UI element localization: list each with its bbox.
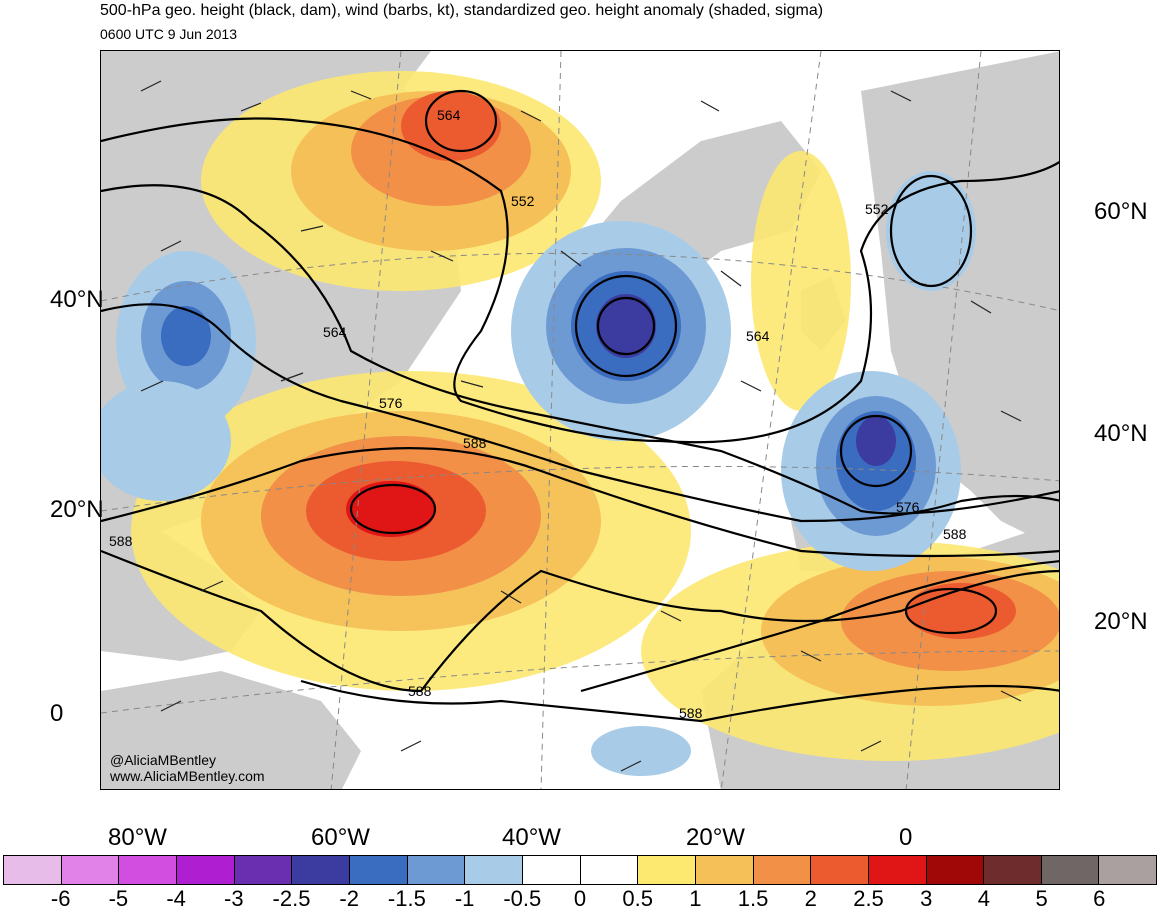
contour-labels: 564 552 564 576 588 588 564 552 576 588 … [109, 107, 967, 721]
colorbar-tick-label: -2 [339, 886, 359, 911]
colorbar-tick-label: -4 [166, 886, 186, 911]
colorbar-segment [926, 856, 985, 884]
colorbar-segment [234, 856, 293, 884]
colorbar-segment [1041, 856, 1100, 884]
colorbar-segment [61, 856, 120, 884]
map-panel[interactable]: 564 552 564 576 588 588 564 552 576 588 … [100, 50, 1060, 790]
anomaly-negative-scandinavia [886, 171, 976, 291]
lat-label-right: 40°N [1094, 420, 1148, 447]
contour-label: 552 [511, 193, 535, 209]
colorbar-segment [984, 856, 1042, 884]
anomaly-positive-uk [751, 151, 851, 411]
graticule [101, 51, 1059, 789]
map-canvas: 564 552 564 576 588 588 564 552 576 588 … [101, 51, 1059, 789]
colorbar-tick-label: 3 [920, 886, 933, 911]
colorbar-tick-label: 4 [977, 886, 991, 911]
colorbar-tick-label: 6 [1093, 886, 1106, 911]
colorbar-tick-label: -2.5 [272, 886, 311, 911]
colorbar-tick-label: 0 [573, 886, 587, 911]
colorbar-segment [868, 856, 927, 884]
colorbar-segment [695, 856, 754, 884]
colorbar-segment [119, 856, 177, 884]
lat-label-left: 0 [50, 700, 64, 727]
colorbar-tick-label: 5 [1035, 886, 1048, 911]
lon-label: 60°W [311, 824, 370, 851]
europe-land [861, 51, 1059, 550]
contour-label: 564 [746, 328, 770, 344]
colorbar-segment [292, 856, 350, 884]
contour-label: 588 [679, 705, 703, 721]
iceland-land [701, 161, 761, 196]
low-center-central-atlantic [574, 274, 678, 378]
low-center-iberia [839, 414, 913, 488]
colorbar-tick-label: 2.5 [853, 886, 884, 911]
colorbar-segment [407, 856, 466, 884]
high-center-central-atlantic [349, 483, 437, 535]
colorbar-segment [465, 856, 523, 884]
lat-label-left: 40°N [50, 286, 104, 313]
contour-label: 564 [323, 324, 347, 340]
colorbar-segment [811, 856, 869, 884]
contour-label: 564 [437, 107, 461, 123]
lon-label: 20°W [686, 824, 745, 851]
colorbar-segment [580, 856, 639, 884]
colorbar-tick-label: 1 [689, 886, 702, 911]
colorbar-tick-label: -1 [454, 886, 475, 911]
credit-handle: @AliciaMBentley [110, 752, 217, 768]
colorbar-segment [349, 856, 408, 884]
height-contours [101, 89, 1059, 723]
lon-label: 40°W [502, 824, 561, 851]
colorbar-tick-label: 1.5 [737, 886, 769, 911]
lon-label: 80°W [108, 824, 167, 851]
contour-label: 588 [109, 533, 133, 549]
contour-label: 576 [379, 395, 403, 411]
colorbar-segment [638, 856, 696, 884]
map-title: 500-hPa geo. height (black, dam), wind (… [100, 2, 824, 19]
lon-label: 0 [899, 824, 913, 851]
contour-label: 552 [865, 201, 889, 217]
contour-label: 588 [463, 435, 487, 451]
lat-label-right: 60°N [1094, 198, 1148, 225]
colorbar-tick-label: 0.5 [622, 886, 653, 911]
credit-website: www.AliciaMBentley.com [110, 768, 265, 784]
wind-barbs [140, 80, 1022, 772]
colorbar-tick-label: 2 [804, 886, 817, 911]
anomaly-negative-east-us [101, 381, 231, 501]
contour-label: 588 [408, 683, 432, 699]
colorbar-segment [4, 856, 62, 884]
anomaly-negative-equatorial [591, 726, 691, 776]
map-subtitle: 0600 UTC 9 Jun 2013 [100, 26, 237, 42]
colorbar-tick-label: -0.5 [503, 886, 542, 911]
south-america-land [101, 671, 361, 789]
colorbar-tick-label: -5 [108, 886, 129, 911]
colorbar-segment [176, 856, 235, 884]
contour-label: 576 [896, 499, 920, 515]
colorbar-tick-label: -1.5 [387, 886, 426, 911]
colorbar [3, 855, 1157, 885]
anomaly-shading [101, 71, 1059, 776]
lat-label-left: 20°N [50, 496, 104, 523]
colorbar-tick-label: -3 [224, 886, 244, 911]
colorbar-segment [522, 856, 581, 884]
colorbar-segment [753, 856, 812, 884]
contour-label: 588 [943, 526, 967, 542]
colorbar-segment [1099, 856, 1157, 884]
colorbar-tick-label: -6 [50, 886, 71, 911]
lat-label-right: 20°N [1094, 608, 1148, 635]
